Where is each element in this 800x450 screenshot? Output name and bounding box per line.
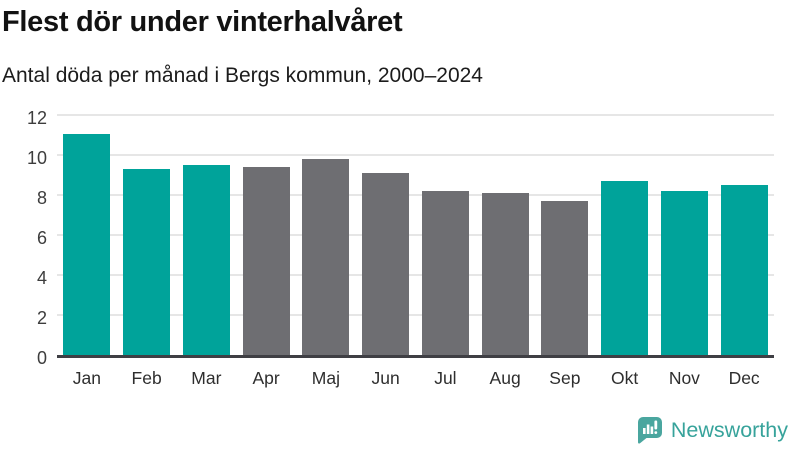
gridline-2 [57, 314, 774, 316]
x-tick-Jul: Jul [434, 368, 457, 388]
bar-slot-Jul [416, 118, 476, 355]
bar-Sep [541, 200, 589, 355]
gridline-8 [57, 194, 774, 196]
x-tick-Jun: Jun [371, 368, 400, 388]
bar-Aug [481, 193, 529, 355]
bar-slot-Apr [236, 118, 296, 355]
bar-slot-Jan [57, 118, 117, 355]
bar-Feb [123, 169, 171, 355]
brand-name: Newsworthy [670, 417, 788, 442]
x-tick-Okt: Okt [611, 368, 639, 388]
chart-subtitle: Antal döda per månad i Bergs kommun, 200… [2, 64, 483, 87]
bar-Mar [182, 165, 230, 355]
y-tick-6: 6 [36, 228, 47, 248]
y-tick-2: 2 [36, 308, 47, 328]
bar-Nov [660, 191, 708, 355]
gridline-10 [57, 154, 774, 156]
bar-slot-Jun [356, 118, 416, 355]
chart-title: Flest dör under vinterhalvåret [2, 6, 403, 38]
y-tick-0: 0 [36, 348, 47, 368]
x-tick-Feb: Feb [131, 368, 162, 388]
bar-Okt [601, 181, 649, 355]
x-tick-Apr: Apr [252, 368, 280, 388]
bar-slot-Okt [595, 118, 655, 355]
gridline-6 [57, 234, 774, 236]
x-tick-Dec: Dec [728, 368, 760, 388]
bar-Maj [302, 159, 350, 355]
y-tick-8: 8 [36, 188, 47, 208]
bar-Dec [720, 185, 768, 355]
x-axis-tick-labels: Jan Feb Mar Apr Maj Jun Jul Aug Sep Okt Nov Dec [57, 368, 774, 389]
bar-Jul [421, 191, 469, 355]
bar-slot-Mar [177, 118, 237, 355]
x-tick-Sep: Sep [549, 368, 581, 388]
bar-slot-Aug [475, 118, 535, 355]
y-tick-4: 4 [36, 268, 47, 288]
bar-Apr [242, 167, 290, 355]
bar-slot-Maj [296, 118, 356, 355]
x-tick-Nov: Nov [668, 368, 700, 388]
gridline-4 [57, 274, 774, 276]
bar-Jan [63, 133, 111, 355]
newsworthy-logo-icon [637, 417, 662, 444]
x-tick-Maj: Maj [311, 368, 340, 388]
gridline-12 [57, 114, 774, 116]
bar-slot-Dec [714, 118, 774, 355]
plot-area [57, 114, 774, 358]
x-tick-Mar: Mar [191, 368, 222, 388]
bar-Jun [362, 173, 410, 355]
y-tick-12: 12 [26, 108, 47, 128]
y-axis-tick-labels: 0 2 4 6 8 10 12 [0, 0, 47, 450]
bar-series [57, 118, 774, 355]
y-tick-10: 10 [26, 148, 47, 168]
bar-slot-Sep [535, 118, 595, 355]
x-tick-Aug: Aug [489, 368, 521, 388]
bar-slot-Feb [117, 118, 177, 355]
branding: Newsworthy [637, 416, 788, 444]
bar-slot-Nov [655, 118, 715, 355]
x-tick-Jan: Jan [72, 368, 101, 388]
